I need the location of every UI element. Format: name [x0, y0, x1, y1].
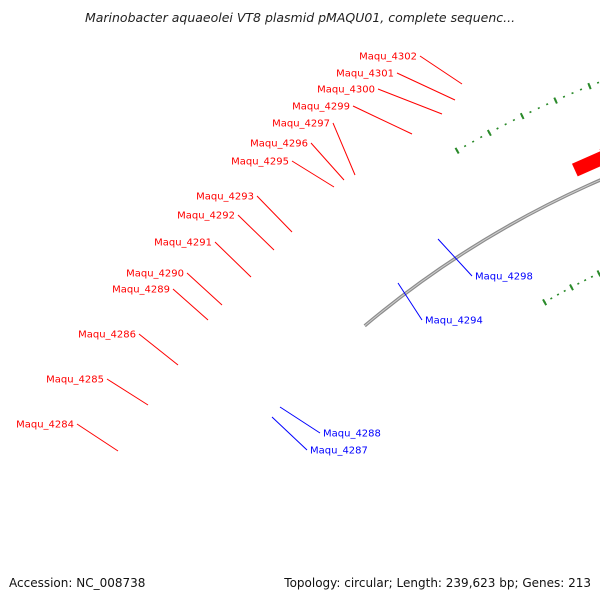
forward-cds: [571, 149, 600, 177]
callout-label: Maqu_4293: [196, 192, 254, 203]
callout-label: Maqu_4285: [46, 375, 104, 386]
tick-dot: [545, 103, 549, 106]
callout-line: [310, 142, 345, 181]
tick-dot: [512, 118, 516, 122]
tick-dot: [583, 279, 587, 282]
forward-gene-label: Maqu_4295: [231, 157, 335, 188]
forward-gene-label: Maqu_4284: [16, 420, 119, 452]
callout-label: Maqu_4299: [292, 102, 350, 113]
callout-label: Maqu_4296: [250, 139, 308, 150]
summary-label: Topology: circular; Length: 239,623 bp; …: [284, 576, 591, 590]
forward-gene-label: Maqu_4296: [250, 139, 345, 181]
callout-label: Maqu_4289: [112, 285, 170, 296]
callout-label: Maqu_4287: [310, 446, 368, 457]
callout-line: [332, 122, 356, 176]
callout-line: [419, 55, 463, 85]
callout-line: [76, 423, 119, 452]
forward-gene-label: Maqu_4301: [336, 69, 456, 101]
tick-dot: [496, 127, 499, 130]
tick-dot: [577, 282, 580, 285]
outer-tick-ring: [454, 81, 600, 154]
forward-gene-label: Maqu_4299: [292, 102, 413, 135]
tick-dot: [571, 92, 574, 95]
callout-line: [271, 416, 308, 451]
callout-line: [106, 378, 149, 406]
tick-dot: [504, 123, 507, 126]
callout-label: Maqu_4284: [16, 420, 74, 431]
callout-label: Maqu_4290: [126, 269, 184, 280]
callout-label: Maqu_4294: [425, 316, 483, 327]
backbone-ring: [363, 178, 600, 328]
tick-dot: [471, 140, 475, 143]
callout-line: [437, 238, 473, 277]
callout-line: [186, 272, 223, 306]
callout-line: [291, 160, 335, 188]
forward-gene-label: Maqu_4289: [112, 285, 209, 321]
tick-major: [587, 82, 592, 90]
callout-label: Maqu_4297: [272, 119, 330, 130]
callout-line: [138, 333, 179, 366]
callout-line: [279, 406, 321, 434]
callout-line: [377, 88, 443, 115]
tick-major: [454, 147, 460, 154]
forward-gene-label: Maqu_4291: [154, 238, 252, 278]
callout-label: Maqu_4286: [78, 330, 136, 341]
callout-label: Maqu_4292: [177, 211, 235, 222]
tick-dot: [596, 81, 600, 84]
reverse-gene-label: Maqu_4287: [271, 416, 368, 457]
reverse-gene-label: Maqu_4288: [279, 406, 381, 440]
tick-dot: [529, 110, 532, 114]
tick-major: [542, 298, 548, 306]
tick-major: [553, 97, 558, 104]
map-title: Marinobacter aquaeolei VT8 plasmid pMAQU…: [84, 10, 516, 25]
reverse-gene-label: Maqu_4298: [437, 238, 533, 283]
callout-label: Maqu_4295: [231, 157, 289, 168]
forward-gene-label: Maqu_4290: [126, 269, 223, 306]
callout-line: [397, 282, 423, 321]
tick-dot: [590, 275, 594, 278]
callout-label: Maqu_4288: [323, 429, 381, 440]
tick-dot: [463, 144, 467, 148]
callout-line: [352, 105, 413, 135]
backbone-highlight: [364, 179, 600, 327]
forward-gene-label: Maqu_4293: [196, 192, 293, 233]
tick-dot: [537, 107, 541, 110]
accession-label: Accession: NC_008738: [9, 576, 146, 590]
callout-line: [214, 241, 252, 278]
forward-gene-label: Maqu_4297: [272, 119, 356, 176]
forward-gene-label: Maqu_4302: [359, 52, 463, 85]
callout-label: Maqu_4301: [336, 69, 394, 80]
tick-dot: [479, 135, 483, 139]
tick-dot: [579, 88, 583, 91]
forward-gene-label: Maqu_4292: [177, 211, 275, 251]
callout-label: Maqu_4291: [154, 238, 212, 249]
callout-line: [396, 72, 456, 101]
forward-gene-label: Maqu_4286: [78, 330, 179, 366]
tick-dot: [550, 297, 553, 300]
callout-line: [237, 214, 275, 251]
tick-major: [519, 112, 525, 120]
callout-label: Maqu_4302: [359, 52, 417, 63]
callout-line: [172, 288, 209, 321]
tick-dot: [556, 293, 560, 296]
inner-tick-ring: [542, 270, 600, 306]
tick-dot: [562, 95, 566, 98]
callout-label: Maqu_4298: [475, 272, 533, 283]
tick-major: [569, 284, 574, 291]
callout-label: Maqu_4300: [317, 85, 375, 96]
reverse-gene-label: Maqu_4294: [397, 282, 483, 327]
tick-major: [486, 129, 492, 137]
tick-dot: [563, 289, 566, 293]
forward-gene-label: Maqu_4285: [46, 375, 149, 406]
callout-line: [256, 195, 293, 233]
forward-gene-label: Maqu_4300: [317, 85, 443, 115]
